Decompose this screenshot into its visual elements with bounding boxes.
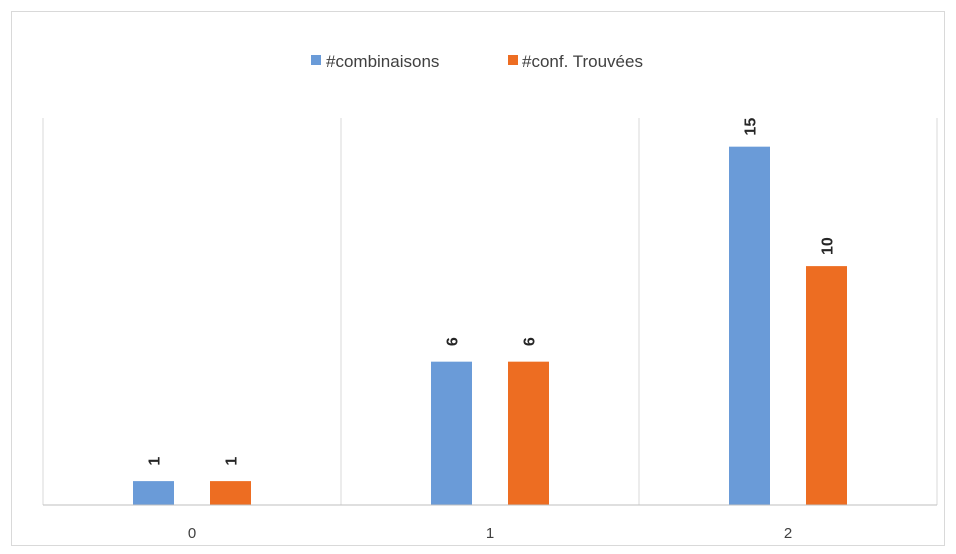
data-label-series-1-cat-1: 6 <box>522 337 539 346</box>
bar-series-0-cat-0 <box>133 481 174 505</box>
bar-series-1-cat-0 <box>210 481 251 505</box>
bar-series-1-cat-1 <box>508 361 549 505</box>
x-tick-label-2: 2 <box>784 525 792 542</box>
bar-series-0-cat-2 <box>729 146 770 505</box>
data-label-series-1-cat-0: 1 <box>224 457 241 466</box>
bar-series-1-cat-2 <box>806 266 847 505</box>
legend-label-0: #combinaisons <box>326 52 439 71</box>
data-label-series-0-cat-2: 15 <box>743 118 760 136</box>
data-label-series-0-cat-1: 6 <box>445 337 462 346</box>
legend-swatch-1 <box>508 55 518 65</box>
chart-grid <box>42 118 938 505</box>
chart-bars <box>133 146 847 505</box>
chart-legend: #combinaisons #conf. Trouvées <box>311 52 643 71</box>
data-label-series-0-cat-0: 1 <box>147 457 164 466</box>
x-tick-label-0: 0 <box>188 525 196 542</box>
x-axis: 0 1 2 <box>43 504 937 542</box>
x-tick-label-1: 1 <box>486 525 494 542</box>
legend-label-1: #conf. Trouvées <box>522 52 643 71</box>
chart-frame <box>11 11 945 546</box>
bar-series-0-cat-1 <box>431 361 472 505</box>
data-label-series-1-cat-2: 10 <box>820 237 837 255</box>
chart-data-labels: 1 6 15 1 6 10 <box>147 118 837 466</box>
legend-swatch-0 <box>311 55 321 65</box>
